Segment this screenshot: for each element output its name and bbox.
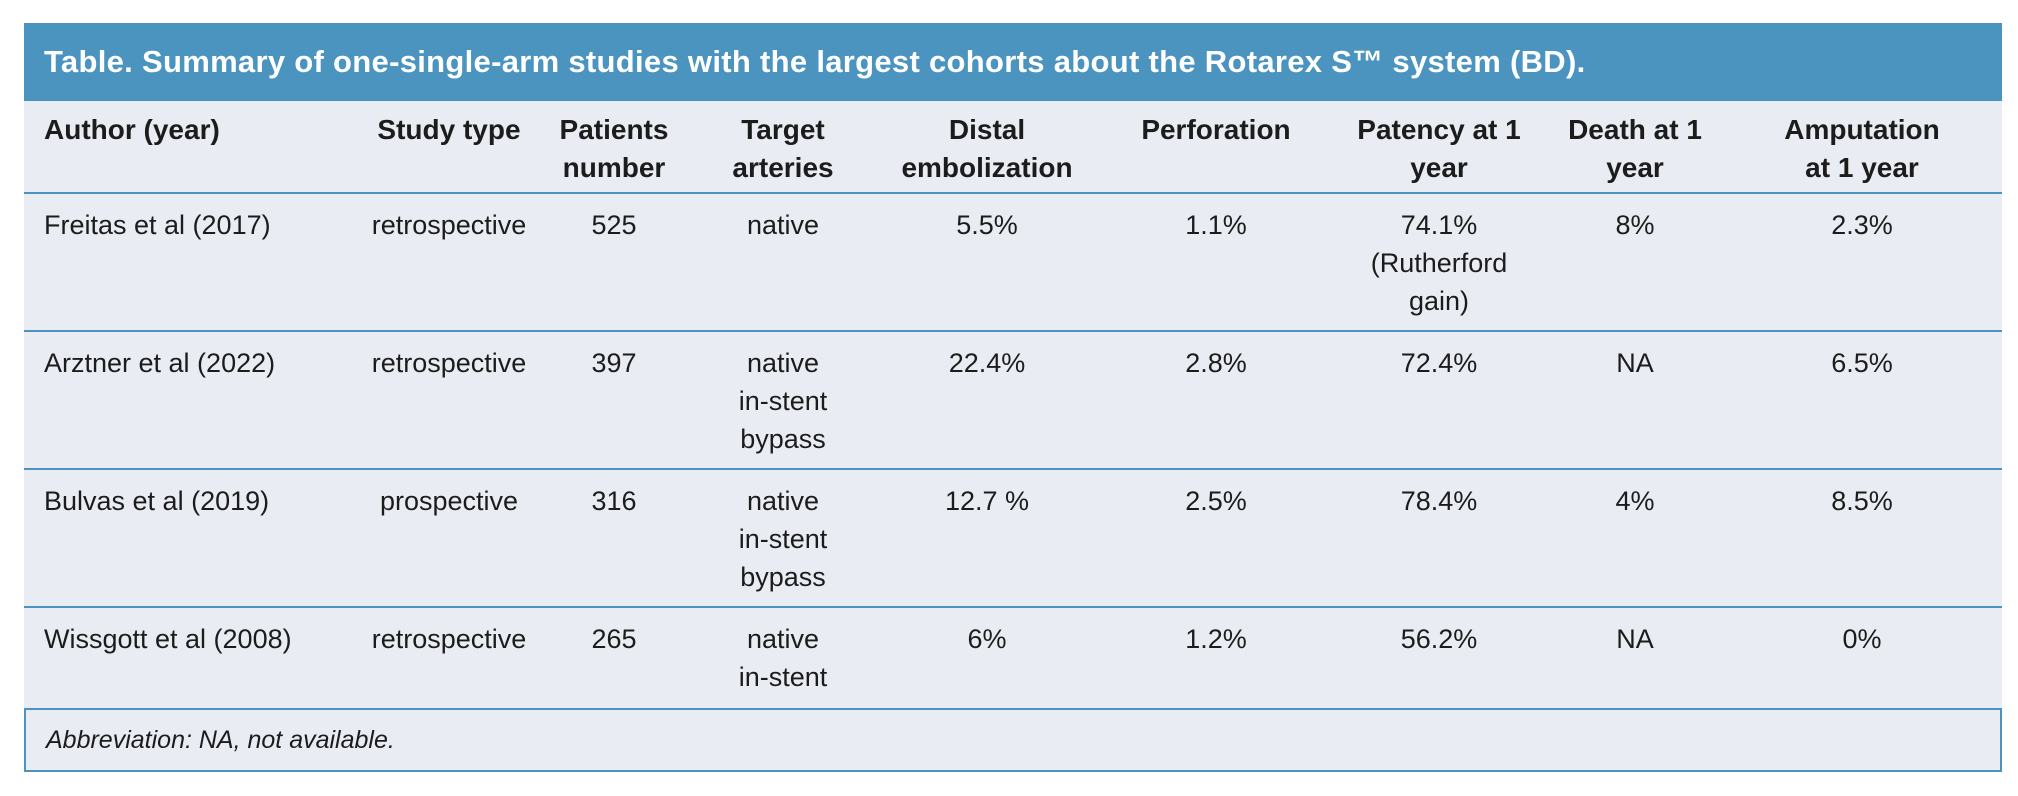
cell-amputation: 6.5% — [1722, 331, 2002, 470]
summary-table-figure: Table. Summary of one-single-arm studies… — [24, 23, 2002, 772]
col-header-author: Author (year) — [24, 101, 364, 194]
cell-study-type: retrospective — [364, 331, 534, 470]
cell-author: Arztner et al (2022) — [24, 331, 364, 470]
table-row: Bulvas et al (2019) prospective 316 nati… — [24, 469, 2002, 608]
table-row: Arztner et al (2022) retrospective 397 n… — [24, 331, 2002, 470]
cell-embolization: 6% — [872, 607, 1102, 710]
cell-perforation: 2.5% — [1102, 469, 1330, 608]
col-header-patency: Patency at 1 year — [1330, 101, 1548, 194]
cell-study-type: retrospective — [364, 193, 534, 332]
cell-amputation: 8.5% — [1722, 469, 2002, 608]
cell-patients: 316 — [534, 469, 694, 608]
cell-study-type: prospective — [364, 469, 534, 608]
cell-embolization: 12.7 % — [872, 469, 1102, 608]
table-title: Table. Summary of one-single-arm studies… — [24, 23, 2002, 101]
col-header-study-type: Study type — [364, 101, 534, 194]
cell-perforation: 1.1% — [1102, 193, 1330, 332]
cell-arteries: native in-stent bypass — [694, 331, 872, 470]
cell-patients: 265 — [534, 607, 694, 710]
cell-arteries: native in-stent — [694, 607, 872, 710]
cell-author: Freitas et al (2017) — [24, 193, 364, 332]
cell-embolization: 22.4% — [872, 331, 1102, 470]
col-header-embolization: Distal embolization — [872, 101, 1102, 194]
cell-patency: 72.4% — [1330, 331, 1548, 470]
cell-embolization: 5.5% — [872, 193, 1102, 332]
table-footnote: Abbreviation: NA, not available. — [24, 710, 2002, 772]
cell-death: 4% — [1548, 469, 1722, 608]
col-header-patients: Patients number — [534, 101, 694, 194]
cell-patients: 397 — [534, 331, 694, 470]
studies-table: Author (year) Study type Patients number … — [24, 101, 2002, 710]
col-header-perforation: Perforation — [1102, 101, 1330, 194]
table-row: Freitas et al (2017) retrospective 525 n… — [24, 193, 2002, 332]
cell-patients: 525 — [534, 193, 694, 332]
header-row: Author (year) Study type Patients number … — [24, 101, 2002, 194]
col-header-arteries: Target arteries — [694, 101, 872, 194]
cell-perforation: 1.2% — [1102, 607, 1330, 710]
cell-death: 8% — [1548, 193, 1722, 332]
table-row: Wissgott et al (2008) retrospective 265 … — [24, 607, 2002, 710]
cell-patency: 74.1% (Rutherford gain) — [1330, 193, 1548, 332]
cell-perforation: 2.8% — [1102, 331, 1330, 470]
col-header-death: Death at 1 year — [1548, 101, 1722, 194]
col-header-amputation: Amputation at 1 year — [1722, 101, 2002, 194]
cell-patency: 78.4% — [1330, 469, 1548, 608]
cell-arteries: native — [694, 193, 872, 332]
cell-patency: 56.2% — [1330, 607, 1548, 710]
cell-arteries: native in-stent bypass — [694, 469, 872, 608]
cell-amputation: 0% — [1722, 607, 2002, 710]
cell-death: NA — [1548, 331, 1722, 470]
cell-study-type: retrospective — [364, 607, 534, 710]
cell-amputation: 2.3% — [1722, 193, 2002, 332]
cell-author: Bulvas et al (2019) — [24, 469, 364, 608]
cell-author: Wissgott et al (2008) — [24, 607, 364, 710]
cell-death: NA — [1548, 607, 1722, 710]
